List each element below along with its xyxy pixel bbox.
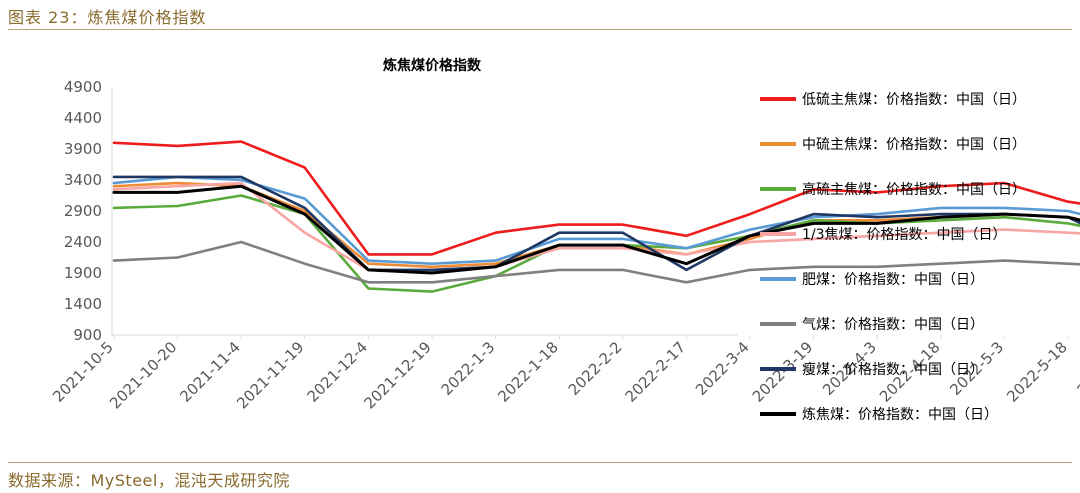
legend-label: 高硫主焦煤：价格指数：中国（日） [802, 181, 1026, 198]
series-line [112, 175, 1080, 265]
top-divider [8, 29, 1072, 30]
x-tick-label: 2021-10-5 [49, 338, 117, 406]
x-tick-label: 2022-6-2 [1074, 338, 1080, 399]
x-tick-label: 2022-1-3 [438, 338, 499, 399]
x-tick-label: 2022-3-4 [692, 338, 753, 399]
series-line [112, 175, 1080, 272]
legend-label: 肥煤：价格指数：中国（日） [802, 272, 984, 288]
legend-label: 瘦煤：价格指数：中国（日） [802, 361, 984, 378]
series-line [112, 140, 1080, 256]
series-layer [112, 140, 1080, 293]
x-tick-label: 2021-11-19 [233, 338, 307, 412]
y-tick-label: 1900 [64, 264, 102, 282]
x-tick-label: 2021-12-4 [304, 338, 372, 406]
x-tick-label: 2022-2-2 [565, 338, 626, 399]
x-tick-label: 2022-5-18 [1003, 338, 1071, 406]
x-tick-label: 2022-1-18 [494, 338, 562, 406]
x-tick-label: 2021-12-19 [360, 338, 434, 412]
series-line [112, 194, 1080, 293]
x-tick-label: 2021-11-4 [176, 338, 244, 406]
legend-label: 中硫主焦煤：价格指数：中国（日） [802, 137, 1026, 153]
y-tick-label: 900 [73, 326, 102, 344]
series-line [112, 184, 1080, 275]
legend-label: 1/3焦煤：价格指数：中国（日） [802, 227, 1007, 243]
y-tick-label: 4400 [64, 109, 102, 127]
source-note: 数据来源：MySteel，混沌天成研究院 [8, 471, 290, 490]
legend-label: 炼焦煤：价格指数：中国（日） [802, 407, 998, 423]
y-tick-label: 3400 [64, 171, 102, 189]
chart-title: 炼焦煤价格指数 [383, 57, 482, 74]
figure-caption: 图表 23：炼焦煤价格指数 [8, 8, 207, 27]
x-tick-label: 2022-2-17 [622, 338, 690, 406]
y-tick-label: 1400 [64, 295, 102, 313]
line-chart: 炼焦煤价格指数 900 1400 1900 2400 2900 3400 3900 4400 4… [49, 57, 1080, 423]
series-line [112, 181, 1080, 272]
y-tick-label: 2400 [64, 233, 102, 251]
y-tick-label: 2900 [64, 202, 102, 220]
legend-label: 气煤：价格指数：中国（日） [802, 317, 984, 333]
y-tick-label: 4900 [64, 78, 102, 96]
bottom-divider [8, 462, 1072, 463]
x-tick-label: 2021-10-20 [106, 338, 180, 412]
series-line [112, 240, 1080, 284]
legend-label: 低硫主焦煤：价格指数：中国（日） [802, 92, 1026, 108]
y-tick-label: 3900 [64, 140, 102, 158]
legend: 低硫主焦煤：价格指数：中国（日） 中硫主焦煤：价格指数：中国（日） 高硫主焦煤：价格… [760, 92, 1026, 423]
